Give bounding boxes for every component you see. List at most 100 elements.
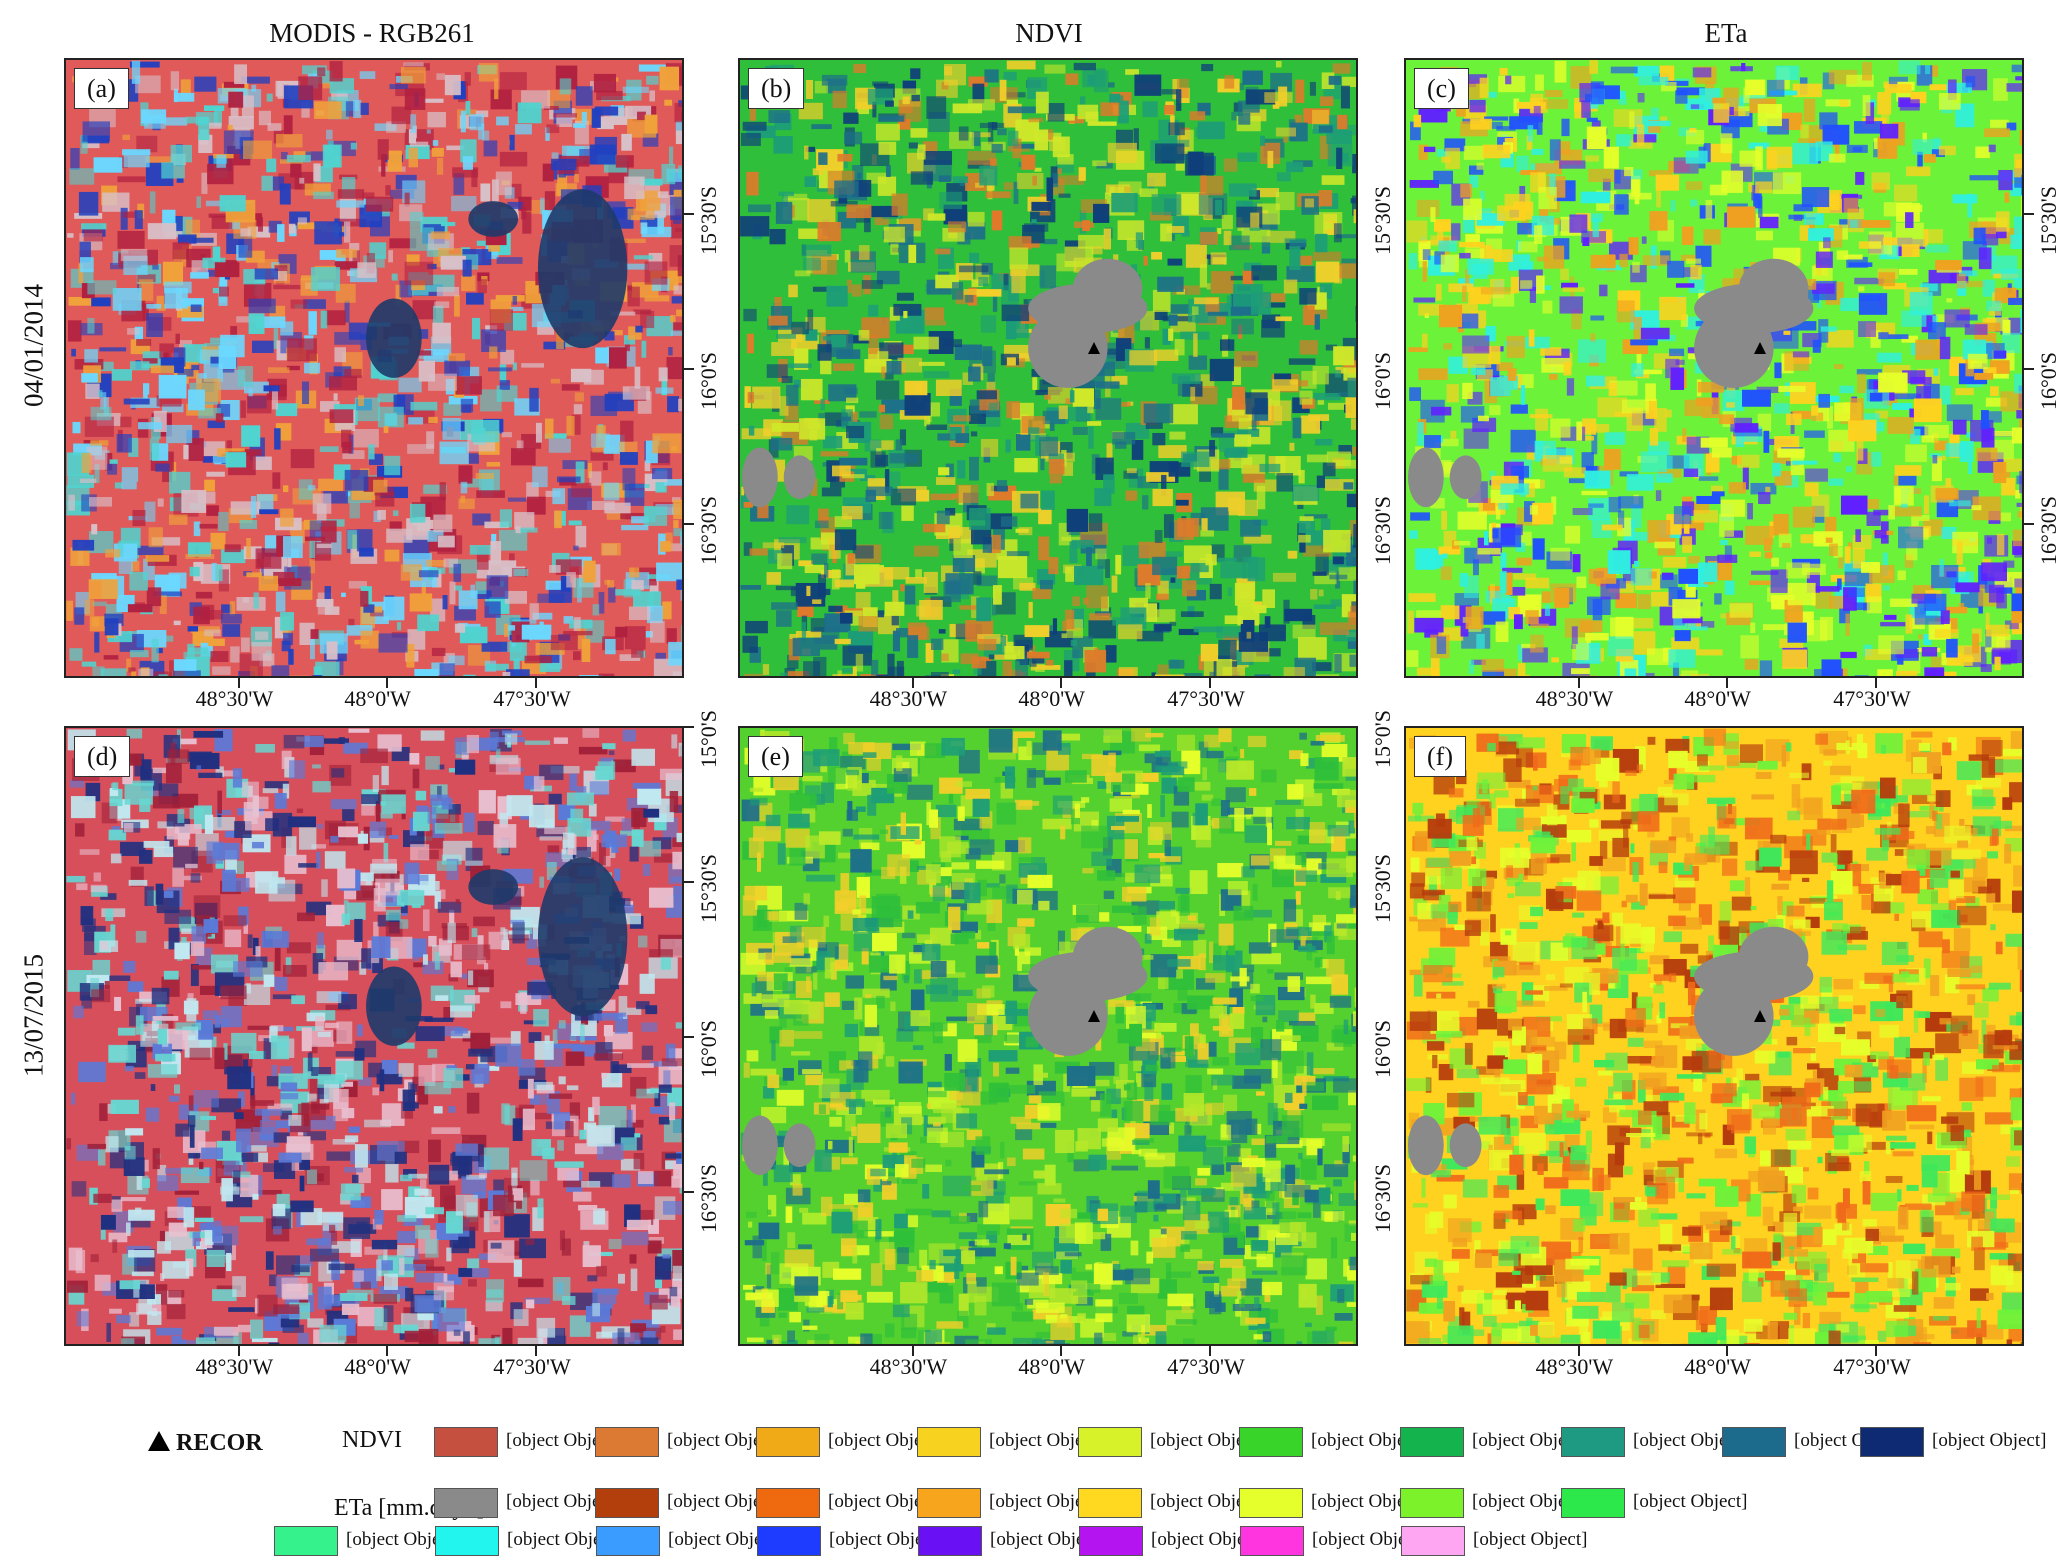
map-raster	[740, 60, 1356, 676]
column-title-rgb: MODIS - RGB261	[269, 18, 475, 48]
legend-swatch-label: [object Object]	[346, 1529, 461, 1550]
panel-label: (a)	[74, 68, 129, 110]
column-title-ndvi: NDVI	[1015, 18, 1083, 48]
legend-swatch	[1239, 1427, 1303, 1457]
legend-swatch-label: [object Object]	[1151, 1529, 1266, 1550]
legend-swatch	[1722, 1427, 1786, 1457]
map-panel-c: (c)	[1404, 58, 2024, 678]
legend-swatch-label: [object Object]	[668, 1529, 783, 1550]
x-axis-tick-label: 48°0'W	[344, 1354, 411, 1379]
y-axis-tick-label: 16°30'S	[696, 1164, 721, 1233]
recor-marker-triangle-icon	[1088, 342, 1100, 354]
x-axis-tick	[1875, 1346, 1878, 1356]
y-axis-tick	[2024, 523, 2034, 525]
legend-swatch-label: [object Object]	[990, 1529, 1105, 1550]
x-axis-tick-label: 48°30'W	[1535, 686, 1614, 711]
x-axis-tick-label: 48°0'W	[344, 686, 411, 711]
legend-swatch	[1400, 1488, 1464, 1518]
y-axis-tick	[2024, 213, 2034, 215]
legend-swatch-label: [object Object]	[829, 1529, 944, 1550]
legend-swatch-label: [object Object]	[1311, 1491, 1426, 1512]
y-axis-tick-label: 16°30'S	[1370, 1164, 1395, 1233]
legend-swatch	[434, 1488, 498, 1518]
x-axis-tick-label: 48°0'W	[1684, 1354, 1751, 1379]
map-raster	[1406, 60, 2022, 676]
x-axis-tick	[911, 1346, 914, 1356]
y-axis-tick-label: 16°30'S	[1370, 496, 1395, 565]
x-axis-tick	[386, 678, 389, 688]
legend-swatch	[1400, 1427, 1464, 1457]
legend-swatch	[1240, 1526, 1304, 1556]
y-axis-tick-label: 15°30'S	[1370, 186, 1395, 255]
recor-marker-triangle-icon	[1088, 1010, 1100, 1022]
legend-swatch	[274, 1526, 338, 1556]
y-axis-tick-label: 16°0'S	[696, 1020, 721, 1078]
x-axis-tick-label: 47°30'W	[1167, 686, 1245, 711]
legend-swatch	[1239, 1488, 1303, 1518]
y-axis-tick	[684, 213, 694, 215]
legend-swatch-label: [object Object]	[1311, 1430, 1426, 1451]
ndvi-legend-title: NDVI	[342, 1427, 402, 1453]
y-axis-tick-label: 15°30'S	[696, 186, 721, 255]
y-axis-tick-label: 16°0'S	[1370, 1020, 1395, 1078]
legend-swatch-label: [object Object]	[828, 1430, 943, 1451]
legend-swatch	[1078, 1427, 1142, 1457]
y-axis-tick-label: 16°30'S	[2036, 496, 2061, 565]
y-axis-tick	[684, 726, 694, 728]
legend-swatch	[1561, 1488, 1625, 1518]
legend-swatch	[1078, 1488, 1142, 1518]
y-axis-tick-label: 15°30'S	[696, 854, 721, 923]
x-axis-tick-label: 47°30'W	[1833, 686, 1911, 711]
legend-swatch	[917, 1427, 981, 1457]
legend-swatch	[595, 1427, 659, 1457]
panel-label: (f)	[1414, 736, 1466, 778]
legend-swatch-label: [object Object]	[506, 1491, 621, 1512]
legend-swatch-label: [object Object]	[1633, 1491, 1748, 1512]
legend-swatch-label: [object Object]	[989, 1491, 1104, 1512]
recor-marker-triangle-icon	[1754, 1010, 1766, 1022]
map-panel-e: (e)	[738, 726, 1358, 1346]
x-axis-tick-label: 47°30'W	[1833, 1354, 1911, 1379]
panel-label: (b)	[748, 68, 805, 110]
legend-swatch-label: [object Object]	[1472, 1491, 1587, 1512]
y-axis-tick-label: 15°0'S	[696, 710, 721, 768]
x-axis-tick	[1577, 678, 1580, 688]
y-axis-tick-label: 16°0'S	[2036, 352, 2061, 410]
x-axis-tick	[1209, 1346, 1212, 1356]
legend-swatch-label: [object Object]	[1633, 1430, 1748, 1451]
legend-swatch-label: [object Object]	[1473, 1529, 1588, 1550]
x-axis-tick	[237, 1346, 240, 1356]
y-axis-tick	[684, 368, 694, 370]
legend-swatch-label: [object Object]	[667, 1491, 782, 1512]
panel-label: (c)	[1414, 68, 1469, 110]
legend-swatch-label: [object Object]	[506, 1430, 621, 1451]
y-axis-tick	[684, 1036, 694, 1038]
x-axis-tick-label: 47°30'W	[493, 1354, 571, 1379]
legend-swatch	[756, 1427, 820, 1457]
legend-swatch	[1860, 1427, 1924, 1457]
y-axis-tick-label: 16°0'S	[1370, 352, 1395, 410]
legend-swatch-label: [object Object]	[507, 1529, 622, 1550]
x-axis-tick	[1726, 678, 1729, 688]
x-axis-tick	[1060, 1346, 1063, 1356]
legend-swatch-label: [object Object]	[989, 1430, 1104, 1451]
x-axis-tick	[1577, 1346, 1580, 1356]
x-axis-tick	[1209, 678, 1212, 688]
y-axis-tick-label: 15°0'S	[1370, 710, 1395, 768]
y-axis-tick	[684, 1191, 694, 1193]
column-title-eta: ETa	[1704, 18, 1748, 48]
recor-marker-triangle-icon	[1754, 342, 1766, 354]
legend-swatch	[1561, 1427, 1625, 1457]
legend-swatch-label: [object Object]	[1472, 1430, 1587, 1451]
legend-swatch	[1079, 1526, 1143, 1556]
y-axis-tick	[684, 881, 694, 883]
x-axis-tick-label: 47°30'W	[493, 686, 571, 711]
triangle-icon	[148, 1431, 170, 1451]
recor-legend: RECOR	[148, 1430, 263, 1457]
x-axis-tick-label: 47°30'W	[1167, 1354, 1245, 1379]
map-raster	[1406, 728, 2022, 1344]
x-axis-tick	[1875, 678, 1878, 688]
panel-label: (e)	[748, 736, 803, 778]
x-axis-tick	[386, 1346, 389, 1356]
x-axis-tick-label: 48°0'W	[1018, 1354, 1085, 1379]
